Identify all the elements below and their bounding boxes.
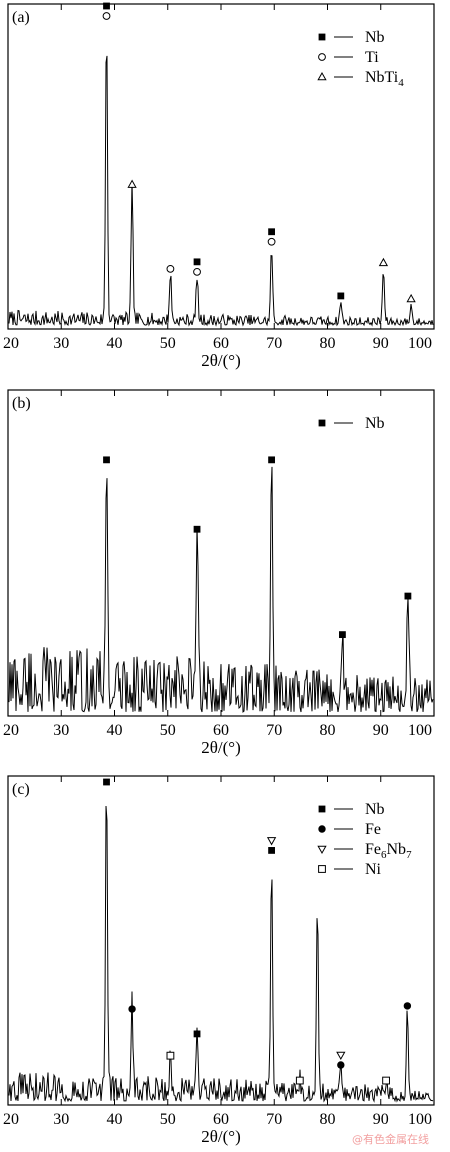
peak-marker: [128, 1005, 136, 1013]
peak-marker: [382, 1076, 390, 1085]
legend-marker: [318, 865, 326, 873]
legend-marker: [317, 845, 327, 855]
legend-marker: [317, 71, 327, 81]
diffraction-trace: [8, 55, 434, 327]
peak-marker: [403, 1002, 412, 1010]
panel-label: (b): [12, 395, 31, 412]
legend-label: NbTi4: [365, 69, 404, 89]
panel-label: (c): [12, 781, 30, 798]
peak-marker: [193, 1030, 201, 1038]
x-axis-label: 2θ/(°): [201, 1127, 241, 1146]
legend-label: Ti: [365, 49, 379, 66]
x-tick-label: 90: [373, 722, 389, 739]
legend-label-main: Nb: [365, 29, 385, 46]
legend-marker: [318, 825, 326, 833]
x-axis-label: 2θ/(°): [201, 351, 241, 370]
x-tick-label: 100: [408, 722, 432, 739]
peak-marker: [336, 1051, 346, 1061]
legend-label: Ni: [365, 861, 382, 878]
legend-label-main: Nb: [365, 415, 385, 432]
peak-marker: [127, 179, 137, 188]
peak-marker: [337, 292, 345, 300]
peak-marker: [193, 267, 201, 276]
legend-label-main: Fe: [365, 841, 381, 858]
legend-marker: [318, 805, 326, 813]
peak-marker: [103, 778, 110, 786]
peak-marker: [166, 1051, 175, 1060]
legend-subscript: 7: [406, 849, 412, 861]
legend-marker: [318, 53, 326, 61]
peak-marker: [337, 1061, 345, 1069]
x-tick-label: 90: [373, 335, 389, 352]
peak-marker: [193, 258, 201, 266]
peak-marker: [268, 456, 275, 464]
peak-marker: [266, 837, 277, 846]
legend-label: Nb: [365, 801, 385, 818]
peak-marker: [193, 525, 201, 533]
x-tick-label: 70: [266, 335, 282, 352]
legend-label: Nb: [365, 29, 385, 46]
x-tick-label: 40: [107, 722, 123, 739]
peak-marker: [404, 592, 412, 600]
legend-label: Fe: [365, 821, 381, 838]
peak-marker: [295, 1076, 304, 1085]
x-tick-label: 40: [107, 1111, 123, 1128]
legend-label-main: Fe: [365, 821, 381, 838]
x-tick-label: 50: [160, 722, 176, 739]
x-tick-label: 100: [408, 335, 432, 352]
x-tick-label: 20: [3, 1111, 19, 1128]
legend-subscript: 4: [398, 77, 404, 89]
peak-marker: [268, 228, 275, 236]
legend-marker: [318, 419, 326, 427]
peak-marker: [103, 2, 110, 10]
peak-marker: [166, 264, 175, 273]
legend-label-main: Nb: [365, 801, 385, 818]
x-tick-label: 50: [160, 1111, 176, 1128]
x-tick-label: 30: [53, 335, 69, 352]
peak-marker: [102, 12, 111, 20]
x-tick-label: 60: [213, 722, 229, 739]
peak-marker: [339, 631, 346, 639]
peak-marker: [406, 293, 416, 303]
legend-label: Nb: [365, 415, 385, 432]
x-tick-label: 60: [213, 335, 229, 352]
peak-marker: [378, 257, 389, 267]
legend-label: Fe6Nb7: [365, 841, 412, 861]
x-tick-label: 40: [107, 335, 123, 352]
x-axis-label: 2θ/(°): [201, 738, 241, 757]
x-tick-label: 100: [408, 1111, 432, 1128]
panel-b: 20 30 40 50 60 70 80 90 100 2θ/(°) (b) Nb: [3, 389, 435, 757]
x-tick-label: 30: [53, 722, 69, 739]
x-tick-label: 80: [320, 335, 336, 352]
diffraction-trace: [8, 466, 434, 713]
x-tick-label: 80: [320, 1111, 336, 1128]
x-tick-label: 20: [3, 722, 19, 739]
legend-label-main: Ti: [365, 49, 379, 66]
legend: Nb: [318, 415, 385, 432]
legend-label-main: NbTi: [365, 69, 399, 86]
x-tick-label: 60: [213, 1111, 229, 1128]
peak-marker: [103, 456, 110, 464]
x-tick-label: 30: [53, 1111, 69, 1128]
x-tick-label: 20: [3, 335, 19, 352]
legend-label-main: Ni: [365, 861, 382, 878]
panel-label: (a): [12, 9, 30, 26]
x-tick-label: 90: [373, 1111, 389, 1128]
x-tick-label: 50: [160, 335, 176, 352]
x-tick-label: 70: [266, 722, 282, 739]
legend-subscript: 6: [381, 849, 387, 861]
diffraction-trace: [8, 805, 434, 1103]
peak-marker: [268, 847, 275, 854]
watermark-text: @有色金属在线: [352, 1132, 429, 1146]
legend-suffix: Nb: [387, 841, 407, 858]
peak-marker: [267, 237, 276, 246]
legend-marker: [318, 33, 326, 41]
x-tick-label: 80: [320, 722, 336, 739]
x-tick-label: 70: [266, 1111, 282, 1128]
